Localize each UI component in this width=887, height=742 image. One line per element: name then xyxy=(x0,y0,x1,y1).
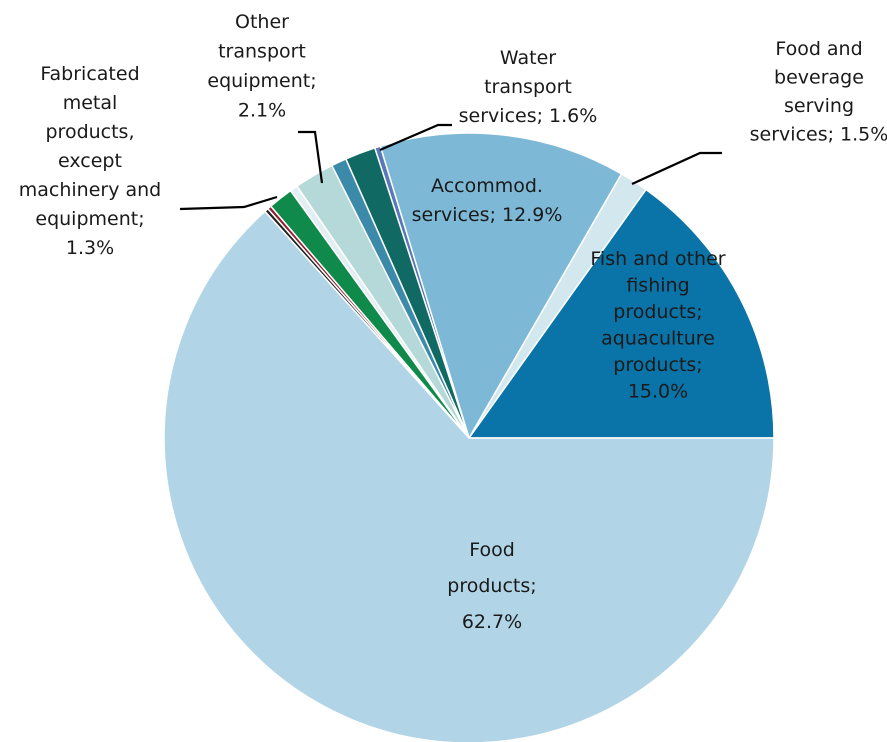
label-line: 2.1% xyxy=(238,100,286,122)
label-food-products: Food products; 62.7% xyxy=(447,539,536,633)
slice-fish xyxy=(467,188,775,439)
pie-slices xyxy=(163,132,775,742)
leader-fabricated-metal xyxy=(179,195,278,211)
label-line: services; 12.9% xyxy=(412,204,563,226)
label-line: Fish and other xyxy=(590,248,725,270)
label-line: 62.7% xyxy=(462,611,522,633)
label-water-transport: Water transport services; 1.6% xyxy=(459,47,598,127)
label-food-beverage: Food and beverage serving services; 1.5% xyxy=(750,38,887,146)
label-line: serving xyxy=(784,95,854,117)
label-other-transport: Other transport equipment; 2.1% xyxy=(207,11,316,122)
label-line: metal xyxy=(63,92,118,114)
leader-water-transport xyxy=(379,123,452,152)
label-line: transport xyxy=(484,76,572,98)
slice-food-products xyxy=(163,210,775,742)
label-line: Food and xyxy=(775,38,862,60)
label-line: equipment; xyxy=(35,208,144,230)
label-line: Water xyxy=(500,47,556,69)
label-line: products, xyxy=(45,121,134,143)
label-line: 15.0% xyxy=(628,381,688,403)
leader-food-beverage xyxy=(631,151,722,186)
label-line: fishing xyxy=(626,275,689,297)
label-line: beverage xyxy=(774,67,864,89)
label-line: products; xyxy=(613,354,702,376)
leader-lines xyxy=(179,123,722,211)
label-line: Fabricated xyxy=(40,63,139,85)
label-line: aquaculture xyxy=(601,328,715,350)
label-line: machinery and xyxy=(19,179,162,201)
label-line: Accommod. xyxy=(431,175,543,197)
label-line: services; 1.6% xyxy=(459,105,598,127)
slice-labels: Fish and other fishing products; aquacultur… xyxy=(19,11,887,633)
label-fish: Fish and other fishing products; aquacultur… xyxy=(590,248,725,403)
label-line: products; xyxy=(447,575,536,597)
label-line: services; 1.5% xyxy=(750,124,887,146)
label-line: Other xyxy=(235,11,289,33)
leader-other-transport xyxy=(298,130,324,184)
label-line: 1.3% xyxy=(66,237,114,259)
label-line: transport xyxy=(218,41,306,63)
label-fabricated-metal: Fabricated metal products, except machinery … xyxy=(19,63,162,259)
label-line: products; xyxy=(613,301,702,323)
label-line: Food xyxy=(469,539,515,561)
label-accommod: Accommod. services; 12.9% xyxy=(412,175,563,226)
label-line: equipment; xyxy=(207,70,316,92)
label-line: except xyxy=(58,150,122,172)
